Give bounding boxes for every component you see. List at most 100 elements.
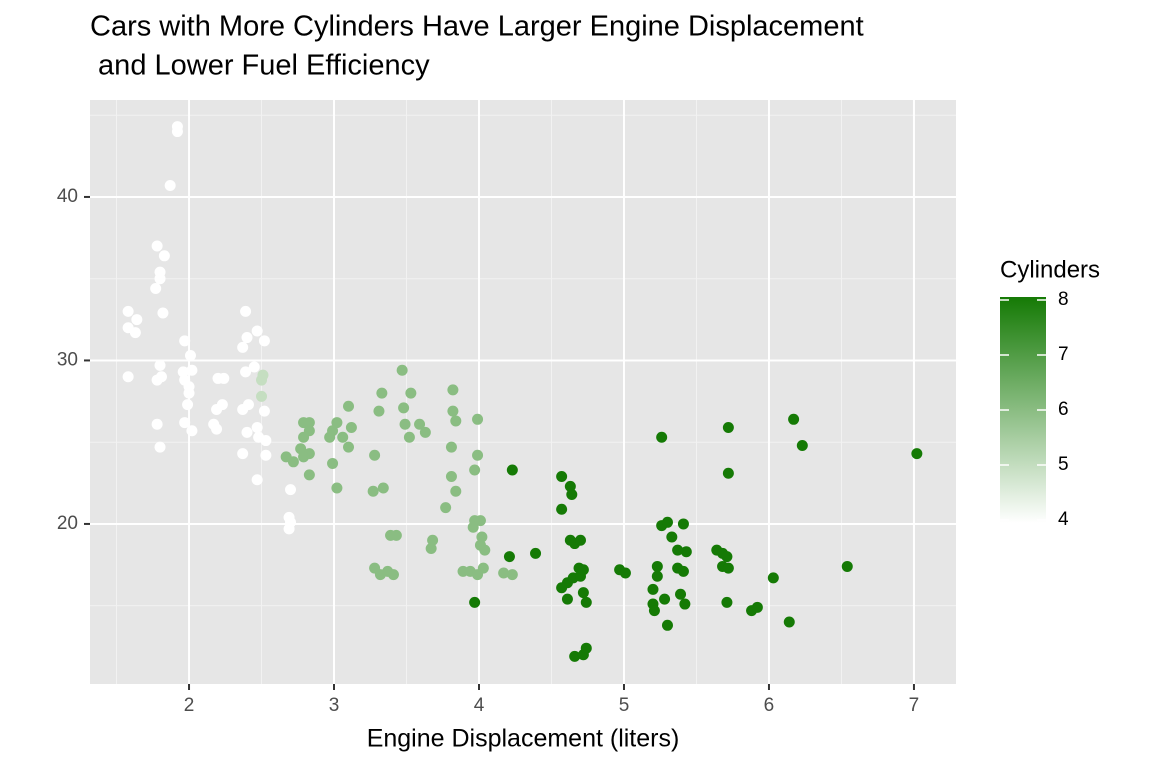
point — [666, 531, 678, 543]
point — [150, 283, 162, 295]
point — [556, 582, 568, 594]
point — [237, 448, 249, 460]
point — [450, 415, 462, 427]
point — [788, 413, 800, 425]
point — [260, 449, 272, 461]
point — [414, 418, 426, 430]
x-tick-label: 7 — [909, 695, 920, 716]
point — [580, 642, 592, 654]
point — [503, 551, 515, 563]
point — [841, 560, 853, 572]
colorbar-tick-label: 7 — [1058, 344, 1069, 365]
point — [241, 426, 253, 438]
point — [171, 126, 183, 138]
point — [677, 565, 689, 577]
point — [158, 250, 170, 262]
point — [367, 485, 379, 497]
point — [580, 596, 592, 608]
point — [184, 350, 196, 362]
point — [241, 332, 253, 344]
point — [251, 325, 263, 337]
point — [472, 449, 484, 461]
point — [661, 516, 673, 528]
point — [556, 471, 568, 483]
colorbar-tick-label: 5 — [1058, 454, 1069, 475]
point — [577, 564, 589, 576]
point — [179, 417, 191, 429]
point — [390, 529, 402, 541]
point — [398, 402, 410, 414]
point — [337, 431, 349, 443]
point — [656, 431, 668, 443]
point — [447, 405, 459, 417]
point — [651, 560, 663, 572]
point — [298, 451, 310, 463]
point — [331, 417, 343, 429]
point — [157, 307, 169, 319]
point — [345, 421, 357, 433]
point — [427, 534, 439, 546]
point — [237, 341, 249, 353]
point — [659, 593, 671, 605]
point — [303, 425, 315, 437]
point — [399, 418, 411, 430]
colorbar-tick-label: 4 — [1058, 509, 1069, 530]
y-tick-label: 30 — [57, 349, 78, 370]
x-tick-label: 4 — [474, 695, 485, 716]
point — [303, 469, 315, 481]
point — [331, 482, 343, 494]
point — [751, 601, 763, 613]
colorbar-tick-label: 6 — [1058, 399, 1069, 420]
point — [154, 441, 166, 453]
point — [327, 457, 339, 469]
point — [479, 544, 491, 556]
point — [218, 372, 230, 384]
point — [129, 327, 141, 339]
point — [450, 485, 462, 497]
point — [260, 435, 272, 447]
point — [327, 425, 339, 437]
point — [675, 588, 687, 600]
point — [387, 569, 399, 581]
chart-title: Cars with More Cylinders Have Larger Eng… — [90, 11, 864, 43]
x-tick-label: 6 — [764, 695, 775, 716]
point — [651, 570, 663, 582]
x-tick-label: 2 — [184, 695, 195, 716]
point — [240, 305, 252, 317]
point — [258, 335, 270, 347]
point — [469, 596, 481, 608]
point — [155, 371, 167, 383]
y-tick-label: 20 — [57, 513, 78, 534]
point — [445, 441, 457, 453]
point — [911, 448, 923, 460]
point — [722, 467, 734, 479]
point — [796, 439, 808, 451]
colorbar-tick-label: 8 — [1058, 289, 1069, 310]
point — [303, 417, 315, 429]
point — [343, 441, 355, 453]
point — [556, 503, 568, 515]
point — [569, 650, 581, 662]
x-tick-label: 3 — [329, 695, 340, 716]
point — [405, 387, 417, 399]
point — [251, 474, 263, 486]
point — [179, 335, 191, 347]
point — [440, 502, 452, 514]
point — [677, 518, 689, 530]
point — [647, 583, 659, 595]
point — [467, 521, 479, 533]
point — [182, 399, 194, 411]
point — [376, 387, 388, 399]
point — [476, 531, 488, 543]
point — [506, 464, 518, 476]
point — [472, 413, 484, 425]
plot-panel — [90, 100, 956, 684]
point — [122, 371, 134, 383]
point — [151, 418, 163, 430]
point — [564, 480, 576, 492]
point — [445, 471, 457, 483]
point — [783, 616, 795, 628]
point — [661, 619, 673, 631]
point — [679, 598, 691, 610]
